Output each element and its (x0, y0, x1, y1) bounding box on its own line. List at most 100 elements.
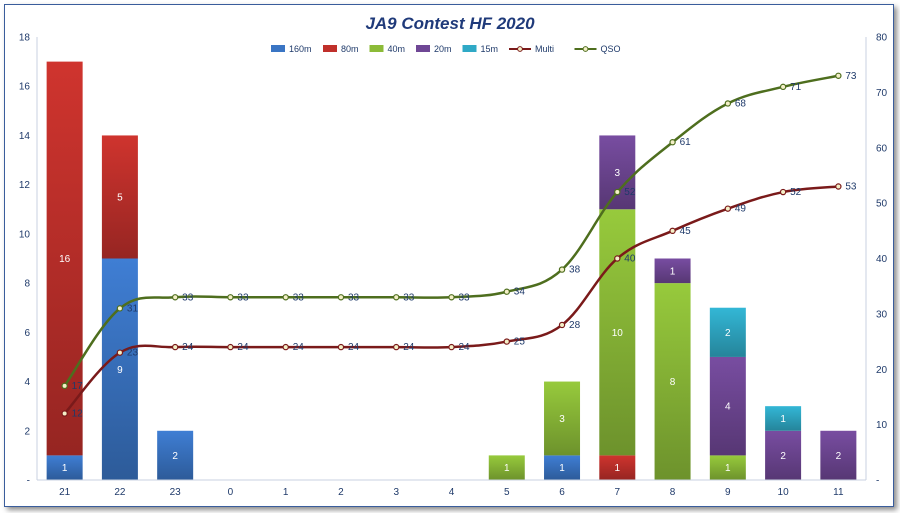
point-label-Multi: 24 (237, 342, 249, 353)
point-Multi (393, 343, 400, 351)
point-label-QSO: 33 (237, 292, 249, 303)
bar-40m-8 (654, 283, 691, 480)
bar-80m-21 (46, 61, 83, 456)
bar-160m-22 (101, 258, 138, 480)
point-label-QSO: 71 (790, 82, 802, 93)
point-label-Multi: 49 (735, 204, 747, 215)
legend-label-15m: 15m (481, 44, 499, 54)
x-tick-label: 0 (228, 487, 234, 498)
bar-80m-7 (599, 455, 636, 480)
legend-label-160m: 160m (289, 44, 312, 54)
point-label-Multi: 24 (348, 342, 360, 353)
point-Multi (61, 410, 68, 417)
bar-value-label: 1 (62, 463, 68, 474)
bar-value-label: 2 (780, 451, 786, 462)
point-label-Multi: 24 (459, 342, 471, 353)
point-label-QSO: 33 (459, 292, 471, 303)
point-label-Multi: 24 (403, 342, 415, 353)
point-label-Multi: 28 (569, 320, 581, 331)
point-label-QSO: 38 (569, 265, 581, 276)
point-label-Multi: 24 (293, 342, 305, 353)
legend-label-Multi: Multi (535, 44, 554, 54)
x-tick-label: 1 (283, 487, 289, 498)
bar-value-label: 2 (172, 451, 178, 462)
point-Multi (337, 343, 345, 351)
bar-15m-9 (709, 307, 746, 357)
y-tick-label: - (27, 476, 30, 487)
point-QSO (282, 294, 289, 301)
point-QSO (503, 288, 510, 295)
bar-value-label: 10 (612, 328, 624, 339)
bar-value-label: 1 (559, 463, 565, 474)
bar-20m-10 (765, 430, 802, 480)
point-Multi (779, 188, 787, 196)
x-tick-label: 7 (615, 487, 621, 498)
bar-value-label: 9 (117, 365, 123, 376)
legend-swatch-80m (323, 45, 337, 52)
y-tick-label: 2 (24, 426, 30, 437)
legend-swatch-20m (416, 45, 430, 52)
point-QSO (227, 294, 234, 301)
legend-marker-Multi (517, 46, 523, 52)
point-QSO (558, 266, 566, 273)
bar-value-label: 4 (725, 402, 731, 413)
bar-value-label: 1 (725, 463, 731, 474)
point-label-QSO: 52 (624, 187, 636, 198)
point-label-QSO: 33 (293, 292, 305, 303)
point-label-QSO: 33 (348, 292, 360, 303)
bar-80m-22 (101, 135, 138, 259)
y2-tick-label: 10 (876, 420, 888, 431)
y-tick-label: 14 (19, 131, 31, 142)
x-tick-label: 8 (670, 487, 676, 498)
point-Multi (558, 321, 566, 329)
point-QSO (116, 305, 124, 312)
point-label-QSO: 61 (680, 137, 692, 148)
point-QSO (171, 294, 179, 301)
bar-value-label: 5 (117, 192, 123, 203)
y2-tick-label: 80 (876, 33, 888, 44)
y2-tick-label: 70 (876, 88, 888, 99)
bar-20m-8 (654, 258, 691, 284)
point-label-QSO: 73 (845, 71, 857, 82)
point-QSO (724, 100, 732, 107)
point-Multi (227, 343, 234, 351)
x-tick-label: 10 (778, 487, 790, 498)
point-label-QSO: 17 (72, 381, 84, 392)
bar-20m-7 (599, 135, 636, 210)
x-tick-label: 9 (725, 487, 731, 498)
point-QSO (779, 83, 787, 91)
x-tick-label: 21 (59, 487, 71, 498)
point-QSO (835, 72, 842, 79)
y-tick-label: 10 (19, 229, 31, 240)
bar-value-label: 1 (504, 463, 510, 474)
point-label-Multi: 25 (514, 337, 526, 348)
bar-15m-10 (765, 406, 802, 431)
point-QSO (337, 294, 345, 301)
bar-40m-9 (709, 455, 746, 480)
chart-title: JA9 Contest HF 2020 (365, 14, 535, 33)
point-Multi (282, 343, 289, 351)
point-label-QSO: 68 (735, 98, 747, 109)
legend-marker-QSO (582, 46, 589, 52)
bar-value-label: 8 (670, 377, 676, 388)
bar-20m-9 (709, 356, 746, 456)
bar-160m-6 (544, 455, 581, 480)
y2-tick-label: - (876, 476, 879, 487)
x-tick-label: 11 (833, 487, 844, 498)
point-label-Multi: 52 (790, 187, 802, 198)
point-QSO (61, 382, 68, 390)
bar-value-label: 3 (615, 168, 621, 179)
point-label-QSO: 33 (403, 292, 415, 303)
legend-swatch-15m (462, 45, 477, 52)
bar-20m-11 (820, 430, 857, 480)
y-tick-label: 8 (24, 279, 30, 290)
y-tick-label: 6 (24, 328, 30, 339)
x-tick-label: 5 (504, 487, 510, 498)
legend-swatch-160m (271, 45, 285, 52)
point-Multi (116, 349, 124, 356)
point-QSO (614, 188, 621, 196)
x-tick-label: 3 (393, 487, 399, 498)
